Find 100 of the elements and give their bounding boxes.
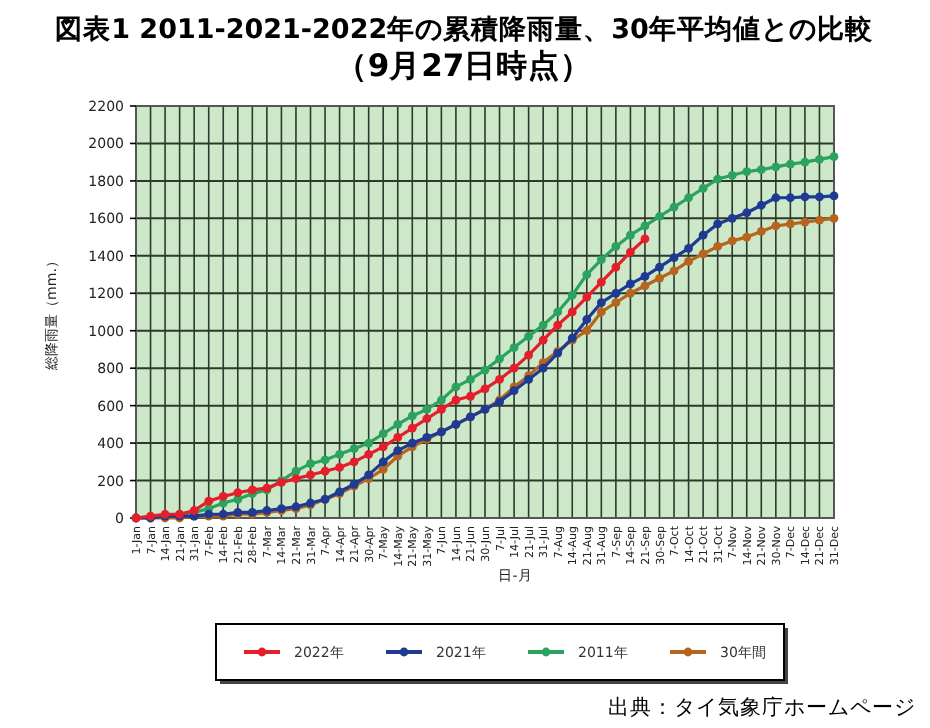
point	[320, 455, 330, 465]
point	[698, 184, 708, 193]
point	[742, 167, 752, 176]
point	[626, 230, 635, 240]
point	[669, 202, 679, 212]
point	[829, 213, 839, 223]
point	[611, 262, 621, 272]
point	[538, 335, 548, 345]
point	[393, 446, 403, 455]
point	[655, 262, 664, 272]
point	[538, 363, 548, 373]
point	[713, 174, 723, 184]
point	[524, 350, 534, 360]
point	[596, 277, 606, 287]
point	[611, 242, 621, 251]
point	[829, 191, 839, 201]
point	[378, 442, 388, 452]
point	[306, 470, 315, 480]
point	[436, 404, 446, 414]
point	[611, 298, 621, 308]
point	[393, 433, 403, 442]
point	[771, 162, 781, 172]
point	[582, 292, 592, 302]
point	[611, 288, 621, 298]
point	[349, 457, 359, 467]
point	[582, 270, 592, 279]
point	[495, 354, 504, 364]
chart-title: 図表1 2011-2021-2022年の累積降雨量、30年平均値との比較	[55, 14, 875, 46]
point	[582, 326, 592, 336]
point	[233, 488, 243, 498]
point	[335, 463, 344, 472]
point	[509, 363, 519, 373]
point	[800, 217, 810, 227]
point	[815, 154, 824, 164]
point	[727, 170, 737, 180]
point	[538, 320, 548, 330]
point	[771, 221, 781, 231]
point	[466, 375, 475, 384]
point	[669, 266, 679, 276]
point	[771, 193, 781, 203]
point	[306, 459, 315, 469]
point	[815, 192, 824, 202]
point	[640, 272, 650, 281]
point	[698, 230, 708, 240]
point	[553, 320, 563, 330]
point	[800, 157, 810, 167]
point	[669, 253, 679, 263]
point	[640, 234, 650, 244]
point	[509, 343, 519, 352]
point	[684, 193, 693, 203]
point	[596, 307, 606, 317]
point	[640, 281, 650, 291]
point	[684, 243, 693, 253]
point	[815, 215, 824, 225]
point	[553, 307, 563, 317]
point	[567, 307, 577, 317]
point	[524, 331, 534, 341]
point	[596, 298, 606, 308]
point	[756, 227, 766, 236]
point	[218, 492, 228, 501]
point	[640, 221, 650, 231]
point	[422, 414, 432, 424]
point	[742, 208, 752, 218]
point	[626, 279, 635, 289]
point	[451, 382, 461, 392]
point	[785, 159, 795, 169]
point	[378, 429, 388, 439]
point	[626, 288, 635, 298]
point	[335, 449, 344, 459]
point	[698, 249, 708, 259]
point	[204, 496, 214, 506]
point	[480, 365, 490, 375]
point	[349, 444, 359, 454]
point	[785, 219, 795, 229]
point	[567, 290, 577, 300]
point	[727, 213, 737, 223]
point	[378, 457, 388, 467]
point	[785, 193, 795, 203]
point	[727, 236, 737, 246]
point	[626, 247, 635, 257]
point	[582, 315, 592, 324]
point	[800, 192, 810, 202]
point	[756, 200, 766, 210]
point	[655, 212, 664, 221]
point	[436, 395, 446, 405]
point	[407, 411, 417, 421]
source-note: 出典：タイ気象庁ホームページ	[608, 694, 916, 720]
point	[684, 257, 693, 266]
point	[393, 419, 403, 429]
point	[320, 466, 330, 476]
point	[451, 395, 461, 405]
chart-subtitle: （9月27日時点）	[335, 48, 593, 84]
point	[364, 449, 374, 459]
point	[422, 404, 432, 414]
point	[407, 423, 417, 433]
point	[466, 391, 475, 401]
point	[495, 375, 504, 384]
point	[480, 384, 490, 394]
point	[829, 152, 839, 161]
point	[655, 273, 664, 283]
